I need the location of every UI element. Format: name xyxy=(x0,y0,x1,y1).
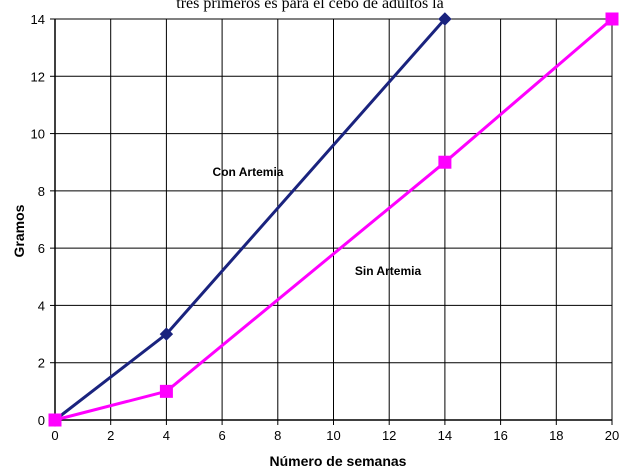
y-tick-label-1: 2 xyxy=(38,356,45,371)
y-tick-label-4: 8 xyxy=(38,184,45,199)
x-tick-label-1: 2 xyxy=(107,428,114,443)
series-line-0 xyxy=(54,18,447,422)
x-tick-label-10: 20 xyxy=(605,428,619,443)
series-1-point-1 xyxy=(159,384,173,398)
series-0-point-1 xyxy=(159,327,174,341)
x-tick-label-2: 4 xyxy=(163,428,170,443)
x-tick-label-4: 8 xyxy=(274,428,281,443)
data-series xyxy=(48,12,619,427)
x-tick-label-3: 6 xyxy=(218,428,225,443)
y-tick-label-5: 10 xyxy=(31,127,45,142)
x-tick-label-0: 0 xyxy=(51,428,58,443)
axes xyxy=(50,18,613,425)
series-label-0: Con Artemia xyxy=(213,165,284,179)
series-0 xyxy=(48,12,452,427)
series-1-point-2 xyxy=(438,155,452,169)
y-tick-label-3: 6 xyxy=(38,241,45,256)
x-tick-label-5: 10 xyxy=(326,428,340,443)
series-0-point-2 xyxy=(438,12,452,26)
grid-lines xyxy=(55,18,613,420)
y-axis-title: Gramos xyxy=(11,204,27,257)
series-1-point-0 xyxy=(48,413,62,427)
y-tick-label-7: 14 xyxy=(31,12,45,27)
x-tick-label-7: 14 xyxy=(438,428,452,443)
series-1-point-3 xyxy=(605,12,619,26)
x-tick-label-6: 12 xyxy=(382,428,396,443)
series-labels: Con Artemia Sin Artemia xyxy=(213,165,422,278)
tick-labels: 0 2 4 6 8 10 12 14 16 18 20 0 2 4 6 8 10 12 14 xyxy=(31,12,619,443)
top-cropped-text: tres primeros es para el cebo de adultos… xyxy=(176,0,443,12)
x-axis-title: Número de semanas xyxy=(270,453,407,468)
y-tick-label-6: 12 xyxy=(31,69,45,84)
y-tick-label-0: 0 xyxy=(38,413,45,428)
y-tick-label-2: 4 xyxy=(38,298,45,313)
series-line-1 xyxy=(54,17,613,422)
series-1 xyxy=(48,12,619,427)
x-tick-label-8: 16 xyxy=(493,428,507,443)
x-tick-label-9: 18 xyxy=(549,428,563,443)
series-label-1: Sin Artemia xyxy=(355,264,422,278)
